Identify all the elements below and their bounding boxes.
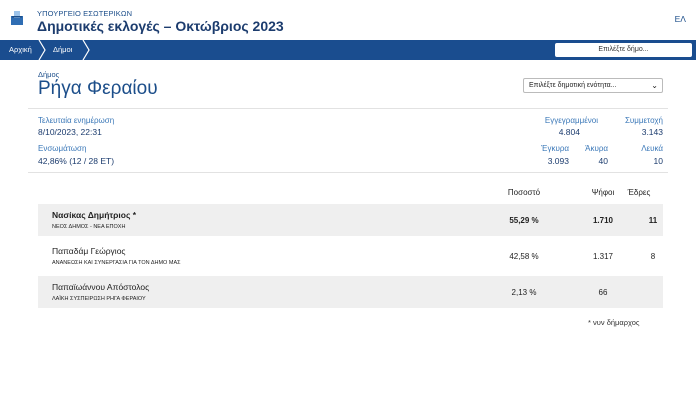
valid-value: 3.093 (547, 156, 569, 166)
chevron-down-icon: ⌄ (651, 81, 658, 90)
candidate-name: Παπαϊωάννου Απόστολος (52, 282, 150, 292)
municipality-label: Δήμος (38, 70, 60, 79)
breadcrumb-chevron-icon (82, 40, 90, 60)
column-header-percent: Ποσοστό (507, 188, 541, 197)
last-update-value: 8/10/2023, 22:31 (38, 127, 102, 137)
column-header-votes: Ψήφοι (591, 188, 615, 197)
breadcrumb-chevron-icon (38, 40, 46, 60)
unit-select[interactable]: Επιλέξτε δημοτική ενότητα... ⌄ (523, 78, 663, 93)
percent-value: 42,58 % (509, 252, 539, 261)
invalid-value: 40 (598, 156, 608, 166)
seats-value: 8 (650, 252, 656, 261)
unit-select-label: Επιλέξτε δημοτική ενότητα... (529, 82, 617, 89)
candidate-name: Παπαδάμ Γεώργιος (52, 246, 126, 256)
breadcrumb-municipalities[interactable]: Δήμοι (53, 45, 73, 54)
site-header: ΥΠΟΥΡΓΕΙΟ ΕΣΩΤΕΡΙΚΩΝ Δημοτικές εκλογές –… (0, 0, 696, 40)
registered-label: Εγγεγραμμένοι (544, 116, 598, 125)
turnout-value: 3.143 (641, 127, 663, 137)
blank-label: Λευκά (641, 144, 663, 153)
column-header-seats: Έδρες (627, 188, 651, 197)
votes-value: 1.710 (592, 216, 614, 225)
language-switch[interactable]: ΕΛ (674, 14, 686, 24)
divider (28, 172, 668, 173)
table-row: Παπαϊωάννου Απόστολος ΛΑΪΚΗ ΣΥΣΠΕΙΡΩΣΗ Ρ… (38, 276, 663, 308)
blank-value: 10 (653, 156, 663, 166)
registered-value: 4.804 (558, 127, 580, 137)
ministry-name: ΥΠΟΥΡΓΕΙΟ ΕΣΩΤΕΡΙΚΩΝ (37, 9, 133, 18)
last-update-label: Τελευταία ενημέρωση (38, 116, 115, 125)
valid-label: Έγκυρα (541, 144, 569, 153)
percent-value: 55,29 % (509, 216, 539, 225)
breadcrumb-bar: Αρχική Δήμοι Επιλέξτε δήμο... (0, 40, 696, 60)
ballot-box-icon (11, 11, 23, 25)
municipality-name: Ρήγα Φεραίου (38, 78, 158, 99)
candidate-name: Νασίκας Δημήτριος * (52, 210, 137, 220)
breadcrumb-home[interactable]: Αρχική (9, 45, 32, 54)
table-row: Νασίκας Δημήτριος * ΝΕΟΣ ΔΗΜΟΣ - ΝΕΑ ΕΠΟ… (38, 204, 663, 236)
results-panel: Δήμος Ρήγα Φεραίου Επιλέξτε δημοτική ενό… (28, 60, 668, 416)
divider (28, 108, 668, 109)
seats-value: 11 (648, 216, 658, 225)
turnout-label: Συμμετοχή (624, 116, 663, 125)
votes-value: 66 (598, 288, 608, 297)
party-name: ΝΕΟΣ ΔΗΜΟΣ - ΝΕΑ ΕΠΟΧΗ (52, 224, 126, 230)
party-name: ΑΝΑΝΕΩΣΗ ΚΑΙ ΣΥΝΕΡΓΑΣΙΑ ΓΙΑ ΤΟΝ ΔΗΜΟ ΜΑΣ (52, 260, 181, 266)
page-title[interactable]: Δημοτικές εκλογές – Οκτώβριος 2023 (37, 18, 284, 34)
invalid-label: Άκυρα (585, 144, 608, 153)
table-row: Παπαδάμ Γεώργιος ΑΝΑΝΕΩΣΗ ΚΑΙ ΣΥΝΕΡΓΑΣΙΑ… (38, 240, 663, 272)
incorporation-label: Ενσωμάτωση (38, 144, 87, 153)
footnote: * νυν δήμαρχος (588, 318, 640, 327)
incorporation-value: 42,86% (12 / 28 ΕΤ) (38, 156, 115, 166)
votes-value: 1.317 (592, 252, 614, 261)
municipality-select[interactable]: Επιλέξτε δήμο... (555, 43, 692, 57)
party-name: ΛΑΪΚΗ ΣΥΣΠΕΙΡΩΣΗ ΡΗΓΑ ΦΕΡΑΙΟΥ (52, 296, 146, 302)
percent-value: 2,13 % (511, 288, 537, 297)
